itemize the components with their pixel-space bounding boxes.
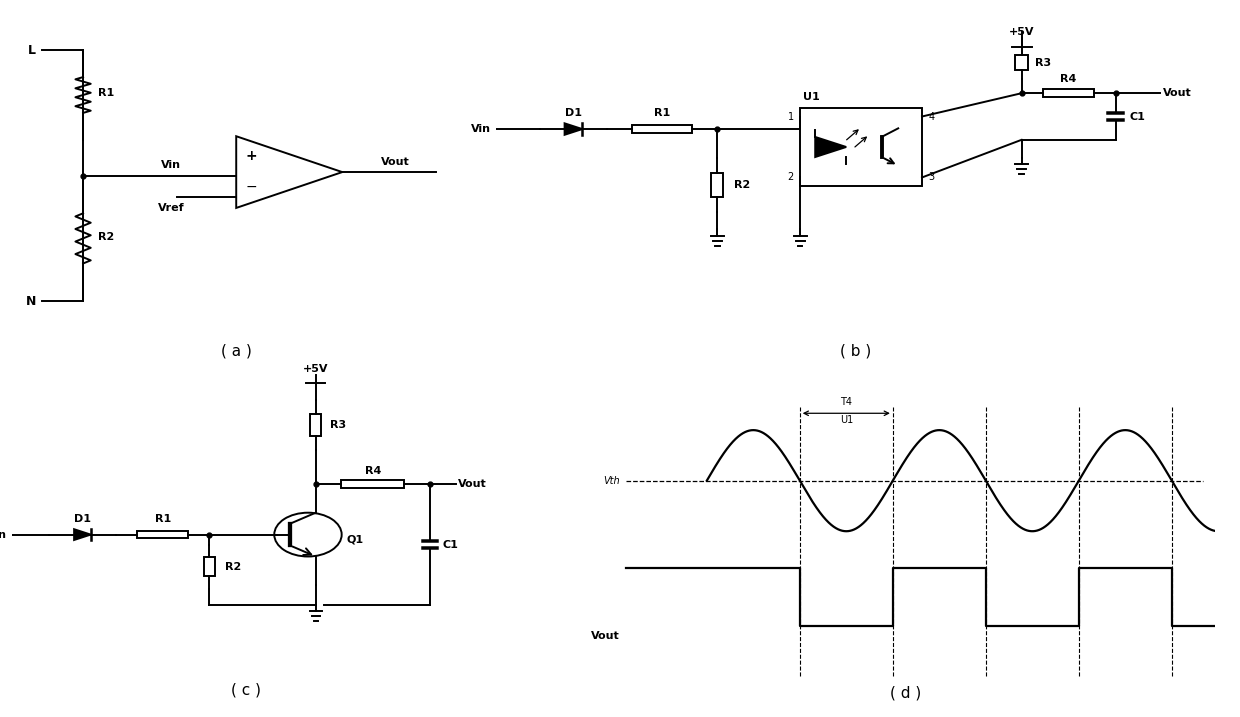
- Text: Vin: Vin: [161, 161, 181, 171]
- Text: R2: R2: [98, 232, 114, 242]
- Bar: [1043, 90, 1095, 98]
- Bar: [631, 125, 692, 133]
- Polygon shape: [815, 137, 846, 157]
- Text: C1: C1: [1130, 112, 1146, 121]
- Text: ( b ): ( b ): [839, 344, 872, 358]
- Text: ( c ): ( c ): [231, 682, 260, 697]
- Bar: [341, 480, 404, 488]
- Bar: [712, 173, 723, 196]
- Polygon shape: [74, 529, 91, 540]
- Text: D1: D1: [74, 515, 91, 525]
- Text: R4: R4: [1060, 75, 1076, 84]
- Bar: [310, 414, 321, 437]
- Bar: [138, 531, 188, 538]
- Text: R1: R1: [653, 108, 670, 118]
- Text: U1: U1: [804, 92, 820, 103]
- Text: +: +: [246, 149, 257, 163]
- Text: Vout: Vout: [1163, 88, 1192, 98]
- Bar: [1016, 55, 1028, 70]
- Text: L: L: [29, 44, 36, 57]
- Text: R3: R3: [330, 420, 346, 430]
- Text: 2: 2: [787, 173, 794, 182]
- Text: Vout: Vout: [381, 157, 409, 167]
- Bar: [203, 557, 216, 576]
- Text: Vth: Vth: [604, 475, 620, 485]
- Text: 1: 1: [787, 112, 794, 121]
- Text: Vout: Vout: [591, 631, 620, 641]
- Text: Vin: Vin: [0, 530, 7, 540]
- Text: R2: R2: [734, 180, 750, 189]
- Text: 4: 4: [929, 112, 935, 121]
- Text: Vout: Vout: [459, 479, 487, 489]
- Text: R3: R3: [1035, 58, 1052, 67]
- Text: R4: R4: [365, 465, 381, 475]
- Text: +5V: +5V: [303, 364, 329, 374]
- Text: T4: T4: [841, 397, 852, 407]
- Text: +5V: +5V: [1009, 27, 1034, 37]
- Text: D1: D1: [565, 108, 582, 118]
- Text: ( a ): ( a ): [221, 344, 252, 358]
- Bar: [800, 108, 923, 186]
- Text: 3: 3: [929, 173, 935, 182]
- Text: R1: R1: [155, 515, 171, 525]
- Text: ( d ): ( d ): [889, 685, 921, 701]
- Text: R2: R2: [224, 561, 242, 571]
- Text: Q1: Q1: [347, 535, 365, 545]
- Text: R1: R1: [98, 88, 114, 98]
- Text: −: −: [246, 179, 257, 194]
- Text: N: N: [26, 295, 36, 308]
- Text: U1: U1: [839, 415, 853, 425]
- Text: C1: C1: [443, 540, 459, 550]
- Polygon shape: [564, 123, 583, 135]
- Text: Vin: Vin: [470, 124, 491, 134]
- Text: Vref: Vref: [159, 203, 185, 212]
